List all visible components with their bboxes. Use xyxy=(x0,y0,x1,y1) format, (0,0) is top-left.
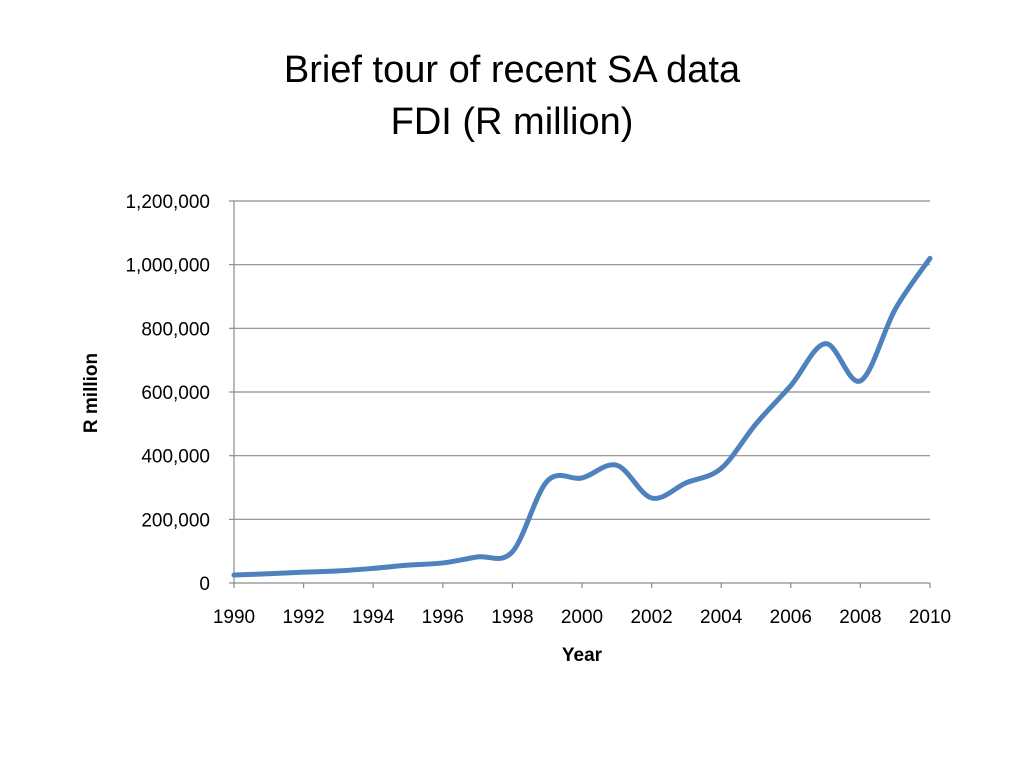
slide-title-line-1: Brief tour of recent SA data xyxy=(283,49,741,91)
x-tick-label-10: 2010 xyxy=(909,607,951,628)
x-tick-label-0: 1990 xyxy=(213,607,255,628)
x-tick-label-3: 1996 xyxy=(422,607,464,628)
series-layer xyxy=(231,255,933,578)
x-tick-label-6: 2002 xyxy=(630,607,672,628)
x-tick-label-7: 2004 xyxy=(700,607,743,628)
y-tick-label-4: 800,000 xyxy=(141,319,210,340)
tick-labels: 0 200,000 400,000 600,000 800,000 1,000,000 1,… xyxy=(125,192,951,628)
y-tick-label-1: 200,000 xyxy=(141,510,210,531)
x-tick-label-9: 2008 xyxy=(839,607,881,628)
x-tick-label-5: 2000 xyxy=(561,607,603,628)
axes xyxy=(229,200,931,588)
y-tick-label-6: 1,200,000 xyxy=(125,192,210,213)
series-line-0 xyxy=(231,255,933,578)
slide-title: Brief tour of recent SA data FDI (R mill… xyxy=(0,44,1024,148)
slide-title-line-2: FDI (R million) xyxy=(390,101,634,143)
gridlines xyxy=(234,200,930,520)
x-tick-label-4: 1998 xyxy=(491,607,533,628)
y-tick-label-3: 600,000 xyxy=(141,383,210,404)
x-axis-title: Year xyxy=(562,645,603,666)
y-tick-label-0: 0 xyxy=(199,574,210,595)
y-tick-label-5: 1,000,000 xyxy=(125,256,210,277)
x-tick-label-2: 1994 xyxy=(352,607,395,628)
y-axis-title: R million xyxy=(81,353,102,433)
x-tick-label-1: 1992 xyxy=(282,607,324,628)
y-tick-label-2: 400,000 xyxy=(141,447,210,468)
x-tick-label-8: 2006 xyxy=(770,607,812,628)
